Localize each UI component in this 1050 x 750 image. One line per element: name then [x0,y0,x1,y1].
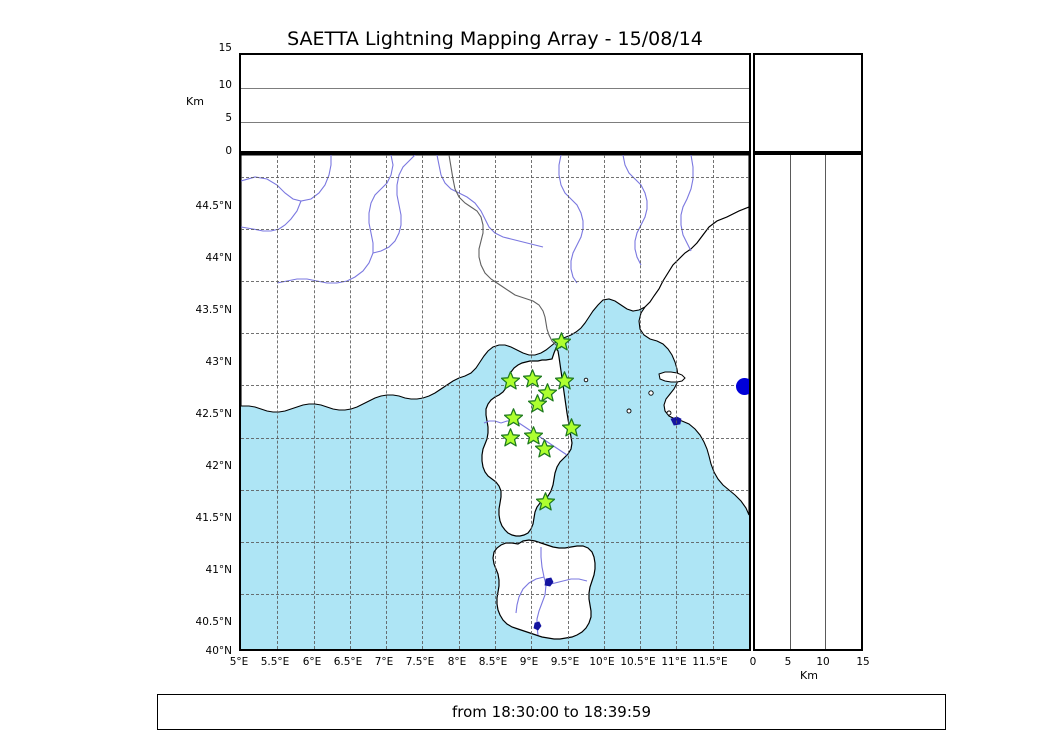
map-ytick-44: 44°N [205,252,232,264]
station-star-marker[interactable] [561,418,581,437]
map-gridline-lon-5.5 [277,155,279,649]
top-ytick-10: 10 [218,79,232,91]
map-ytick-44.5: 44.5°N [195,200,232,212]
station-star-marker[interactable] [501,371,521,390]
map-xtick-6.5: 6.5°E [333,656,363,668]
map-xtick-11: 11°E [661,656,687,668]
page-title: SAETTA Lightning Mapping Array - 15/08/1… [287,28,703,50]
station-star-marker[interactable] [536,491,556,511]
status-bar[interactable]: from 18:30:00 to 18:39:59 [157,694,946,730]
station-star-marker[interactable] [537,382,557,402]
map-xtick-8: 8°E [447,656,467,668]
map-xtick-9: 9°E [519,656,539,668]
map-gridline-lon-9.5 [567,155,569,649]
right-xtick-0: 0 [749,656,757,668]
top-right-corner-panel [753,53,863,153]
right-panel-gridline-5 [790,155,792,649]
map-gridline-lon-6 [313,155,315,649]
station-star-marker[interactable] [527,394,547,413]
map-gridline-lon-6.5 [349,155,351,649]
station-star-marker[interactable] [534,438,555,458]
top-panel-ylabel: Km [186,95,204,108]
top-altitude-panel[interactable] [239,53,751,153]
map-xtick-11.5: 11.5°E [692,656,728,668]
right-panel-gridline-10 [825,155,827,649]
top-ytick-5: 5 [225,112,232,124]
top-ytick-15: 15 [218,42,232,54]
map-ytick-41.5: 41.5°N [195,512,232,524]
map-xtick-7.5: 7.5°E [405,656,435,668]
map-ytick-40: 40°N [205,645,232,657]
map-gridline-lon-11 [676,155,678,649]
map-gridline-lon-7.5 [422,155,424,649]
right-xtick-5: 5 [784,656,792,668]
map-xtick-10: 10°E [589,656,615,668]
map-xtick-8.5: 8.5°E [478,656,508,668]
top-ytick-0: 0 [225,145,232,157]
map-gridline-lon-8.5 [495,155,496,649]
right-xtick-10: 10 [816,656,830,668]
station-star-marker[interactable] [523,369,543,388]
station-star-marker[interactable] [501,428,521,447]
right-xtick-15: 15 [856,656,870,668]
map-xtick-9.5: 9.5°E [550,656,580,668]
station-star-marker[interactable] [554,371,575,390]
lightning-source-marker[interactable] [736,378,749,396]
map-gridline-lon-7 [386,155,388,649]
map-xtick-5.5: 5.5°E [260,656,290,668]
map-ytick-41: 41°N [205,564,232,576]
right-panel-xlabel: Km [800,669,818,682]
map-gridline-lon-8 [458,155,460,649]
top-panel-gridline-5 [241,121,749,123]
station-star-marker[interactable] [552,331,572,351]
map-ytick-43: 43°N [205,356,232,368]
right-altitude-panel[interactable] [753,153,863,651]
map-ytick-42: 42°N [205,460,232,472]
map-ytick-40.5: 40.5°N [195,616,232,628]
status-bar-text: from 18:30:00 to 18:39:59 [451,703,651,721]
station-star-marker[interactable] [523,426,544,445]
map-gridline-lon-11.5 [712,155,714,649]
map-plot-area[interactable] [241,155,749,649]
top-panel-gridline-10 [241,88,749,90]
map-xtick-7: 7°E [374,656,394,668]
map-ytick-43.5: 43.5°N [195,304,232,316]
map-ytick-42.5: 42.5°N [195,408,232,420]
map-xtick-10.5: 10.5°E [620,656,656,668]
map-gridline-lon-10 [603,155,605,649]
station-star-marker[interactable] [503,407,523,427]
map-xtick-5: 5°E [229,656,249,668]
map-gridline-lon-10.5 [640,155,642,649]
map-xtick-6: 6°E [302,656,322,668]
map-panel[interactable] [239,153,751,651]
